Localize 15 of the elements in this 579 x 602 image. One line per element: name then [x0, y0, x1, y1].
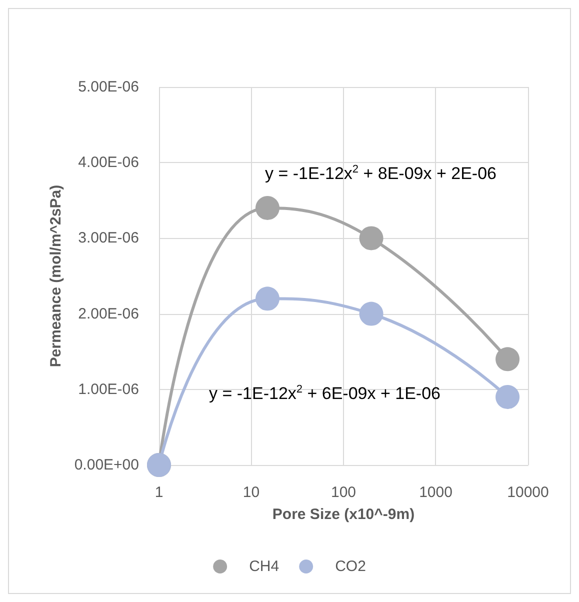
- x-tick-label: 100: [330, 484, 356, 501]
- y-axis-title: Permeance (mol/m^2sPa): [47, 184, 64, 368]
- y-tick-label: 2.00E-06: [78, 305, 139, 322]
- y-tick-label: 4.00E-06: [78, 154, 139, 172]
- x-tick-label: 1: [154, 484, 164, 501]
- x-tick-label: 10: [242, 484, 260, 501]
- y-tick-label: 0.00E+00: [74, 456, 139, 474]
- y-tick-label: 5.00E-06: [78, 78, 139, 96]
- legend-label: CH4: [249, 558, 280, 575]
- y-tick-label: 3.00E-06: [78, 230, 139, 247]
- x-tick-label: 1000: [419, 484, 452, 501]
- x-axis-title: Pore Size (x10^-9m): [272, 506, 415, 523]
- legend-label: CO2: [335, 558, 366, 575]
- y-tick-label: 1.00E-06: [78, 380, 139, 398]
- x-tick-label: 10000: [507, 484, 549, 501]
